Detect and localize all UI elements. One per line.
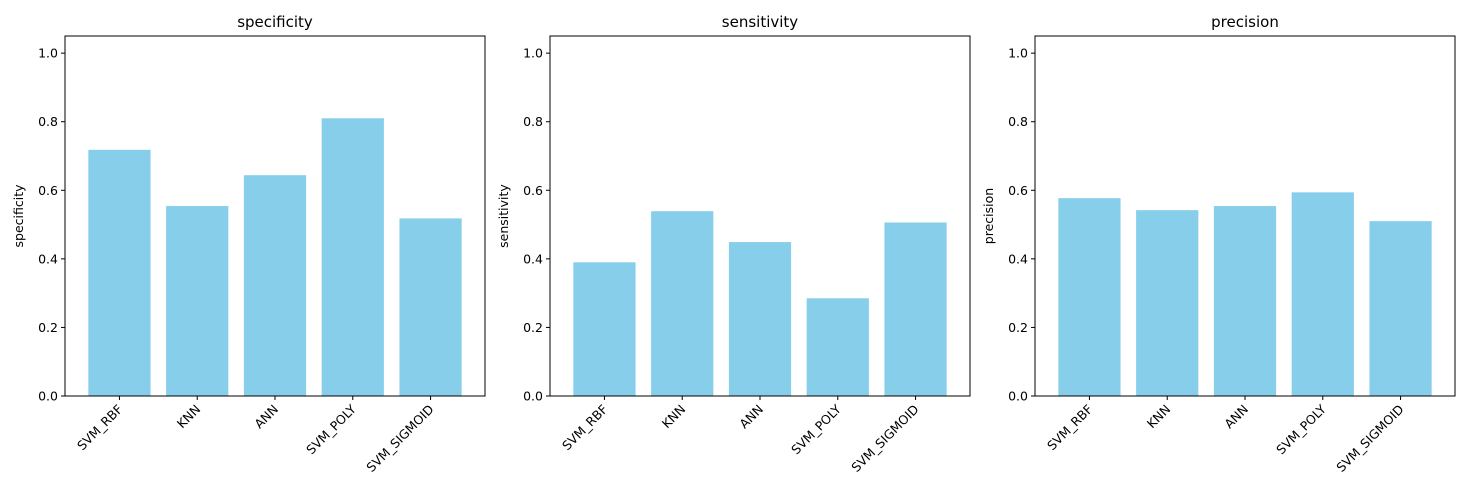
x-tick-label: SVM_SIGMOID <box>848 402 921 475</box>
x-tick-label: KNN <box>174 402 204 432</box>
x-tick-label: SVM_RBF <box>74 402 126 454</box>
x-tick-label: SVM_POLY <box>788 401 844 457</box>
y-tick-label: 0.8 <box>38 114 58 129</box>
bar-svm-sigmoid <box>884 222 947 396</box>
subplot-specificity: 0.0 0.2 0.4 0.6 0.8 1.0 SVM_RBF KNN ANN SVM_POLY S… <box>11 13 486 475</box>
bar-svm-sigmoid <box>399 218 462 396</box>
x-tick-label: ANN <box>251 402 281 432</box>
y-tick-label: 0.0 <box>38 389 58 404</box>
y-tick-label: 0.2 <box>38 320 58 335</box>
x-tick-label: SVM_POLY <box>303 401 359 457</box>
bar-ann <box>728 242 792 396</box>
y-tick-label: 0.4 <box>38 251 58 266</box>
x-tick-label: KNN <box>659 402 689 432</box>
x-tick-label: ANN <box>1221 402 1251 432</box>
y-tick-label: 0.2 <box>523 320 543 335</box>
subplot-precision: 0.0 0.2 0.4 0.6 0.8 1.0 SVM_RBF KNN ANN SVM_POLY S… <box>981 13 1456 475</box>
x-tick-label: SVM_RBF <box>559 402 611 454</box>
bar-svm-rbf <box>1058 198 1121 396</box>
y-tick-label: 1.0 <box>523 46 543 61</box>
chart-title: sensitivity <box>722 13 799 31</box>
y-tick-label: 0.8 <box>1008 114 1028 129</box>
x-tick-label: KNN <box>1144 402 1174 432</box>
x-tick-label: SVM_SIGMOID <box>1333 402 1406 475</box>
bar-ann <box>243 175 307 396</box>
bar-svm-poly <box>321 118 384 396</box>
y-axis-label: sensitivity <box>496 184 511 248</box>
y-tick-label: 0.4 <box>523 251 543 266</box>
chart-title: specificity <box>237 13 313 31</box>
y-axis-label: precision <box>981 188 996 244</box>
x-tick-label: ANN <box>736 402 766 432</box>
y-tick-label: 0.4 <box>1008 251 1028 266</box>
bar-knn <box>651 211 714 396</box>
bar-svm-sigmoid <box>1369 221 1432 396</box>
subplot-sensitivity: 0.0 0.2 0.4 0.6 0.8 1.0 SVM_RBF KNN ANN SVM_POLY S… <box>496 13 971 475</box>
bar-svm-poly <box>1291 192 1354 396</box>
y-tick-label: 1.0 <box>1008 46 1028 61</box>
x-tick-label: SVM_POLY <box>1273 401 1329 457</box>
y-tick-label: 0.0 <box>523 389 543 404</box>
y-tick-label: 0.8 <box>523 114 543 129</box>
bar-svm-poly <box>806 298 869 396</box>
y-tick-label: 0.6 <box>1008 183 1028 198</box>
x-tick-label: SVM_SIGMOID <box>363 402 436 475</box>
y-tick-label: 0.6 <box>523 183 543 198</box>
y-tick-label: 0.2 <box>1008 320 1028 335</box>
bar-knn <box>166 206 229 396</box>
y-tick-label: 0.6 <box>38 183 58 198</box>
bar-svm-rbf <box>573 262 636 396</box>
bar-ann <box>1213 206 1277 396</box>
chart-title: precision <box>1211 13 1279 31</box>
y-tick-label: 0.0 <box>1008 389 1028 404</box>
y-tick-label: 1.0 <box>38 46 58 61</box>
x-tick-label: SVM_RBF <box>1044 402 1096 454</box>
bar-knn <box>1136 210 1199 396</box>
y-axis-label: specificity <box>11 184 26 248</box>
bar-svm-rbf <box>88 149 151 396</box>
